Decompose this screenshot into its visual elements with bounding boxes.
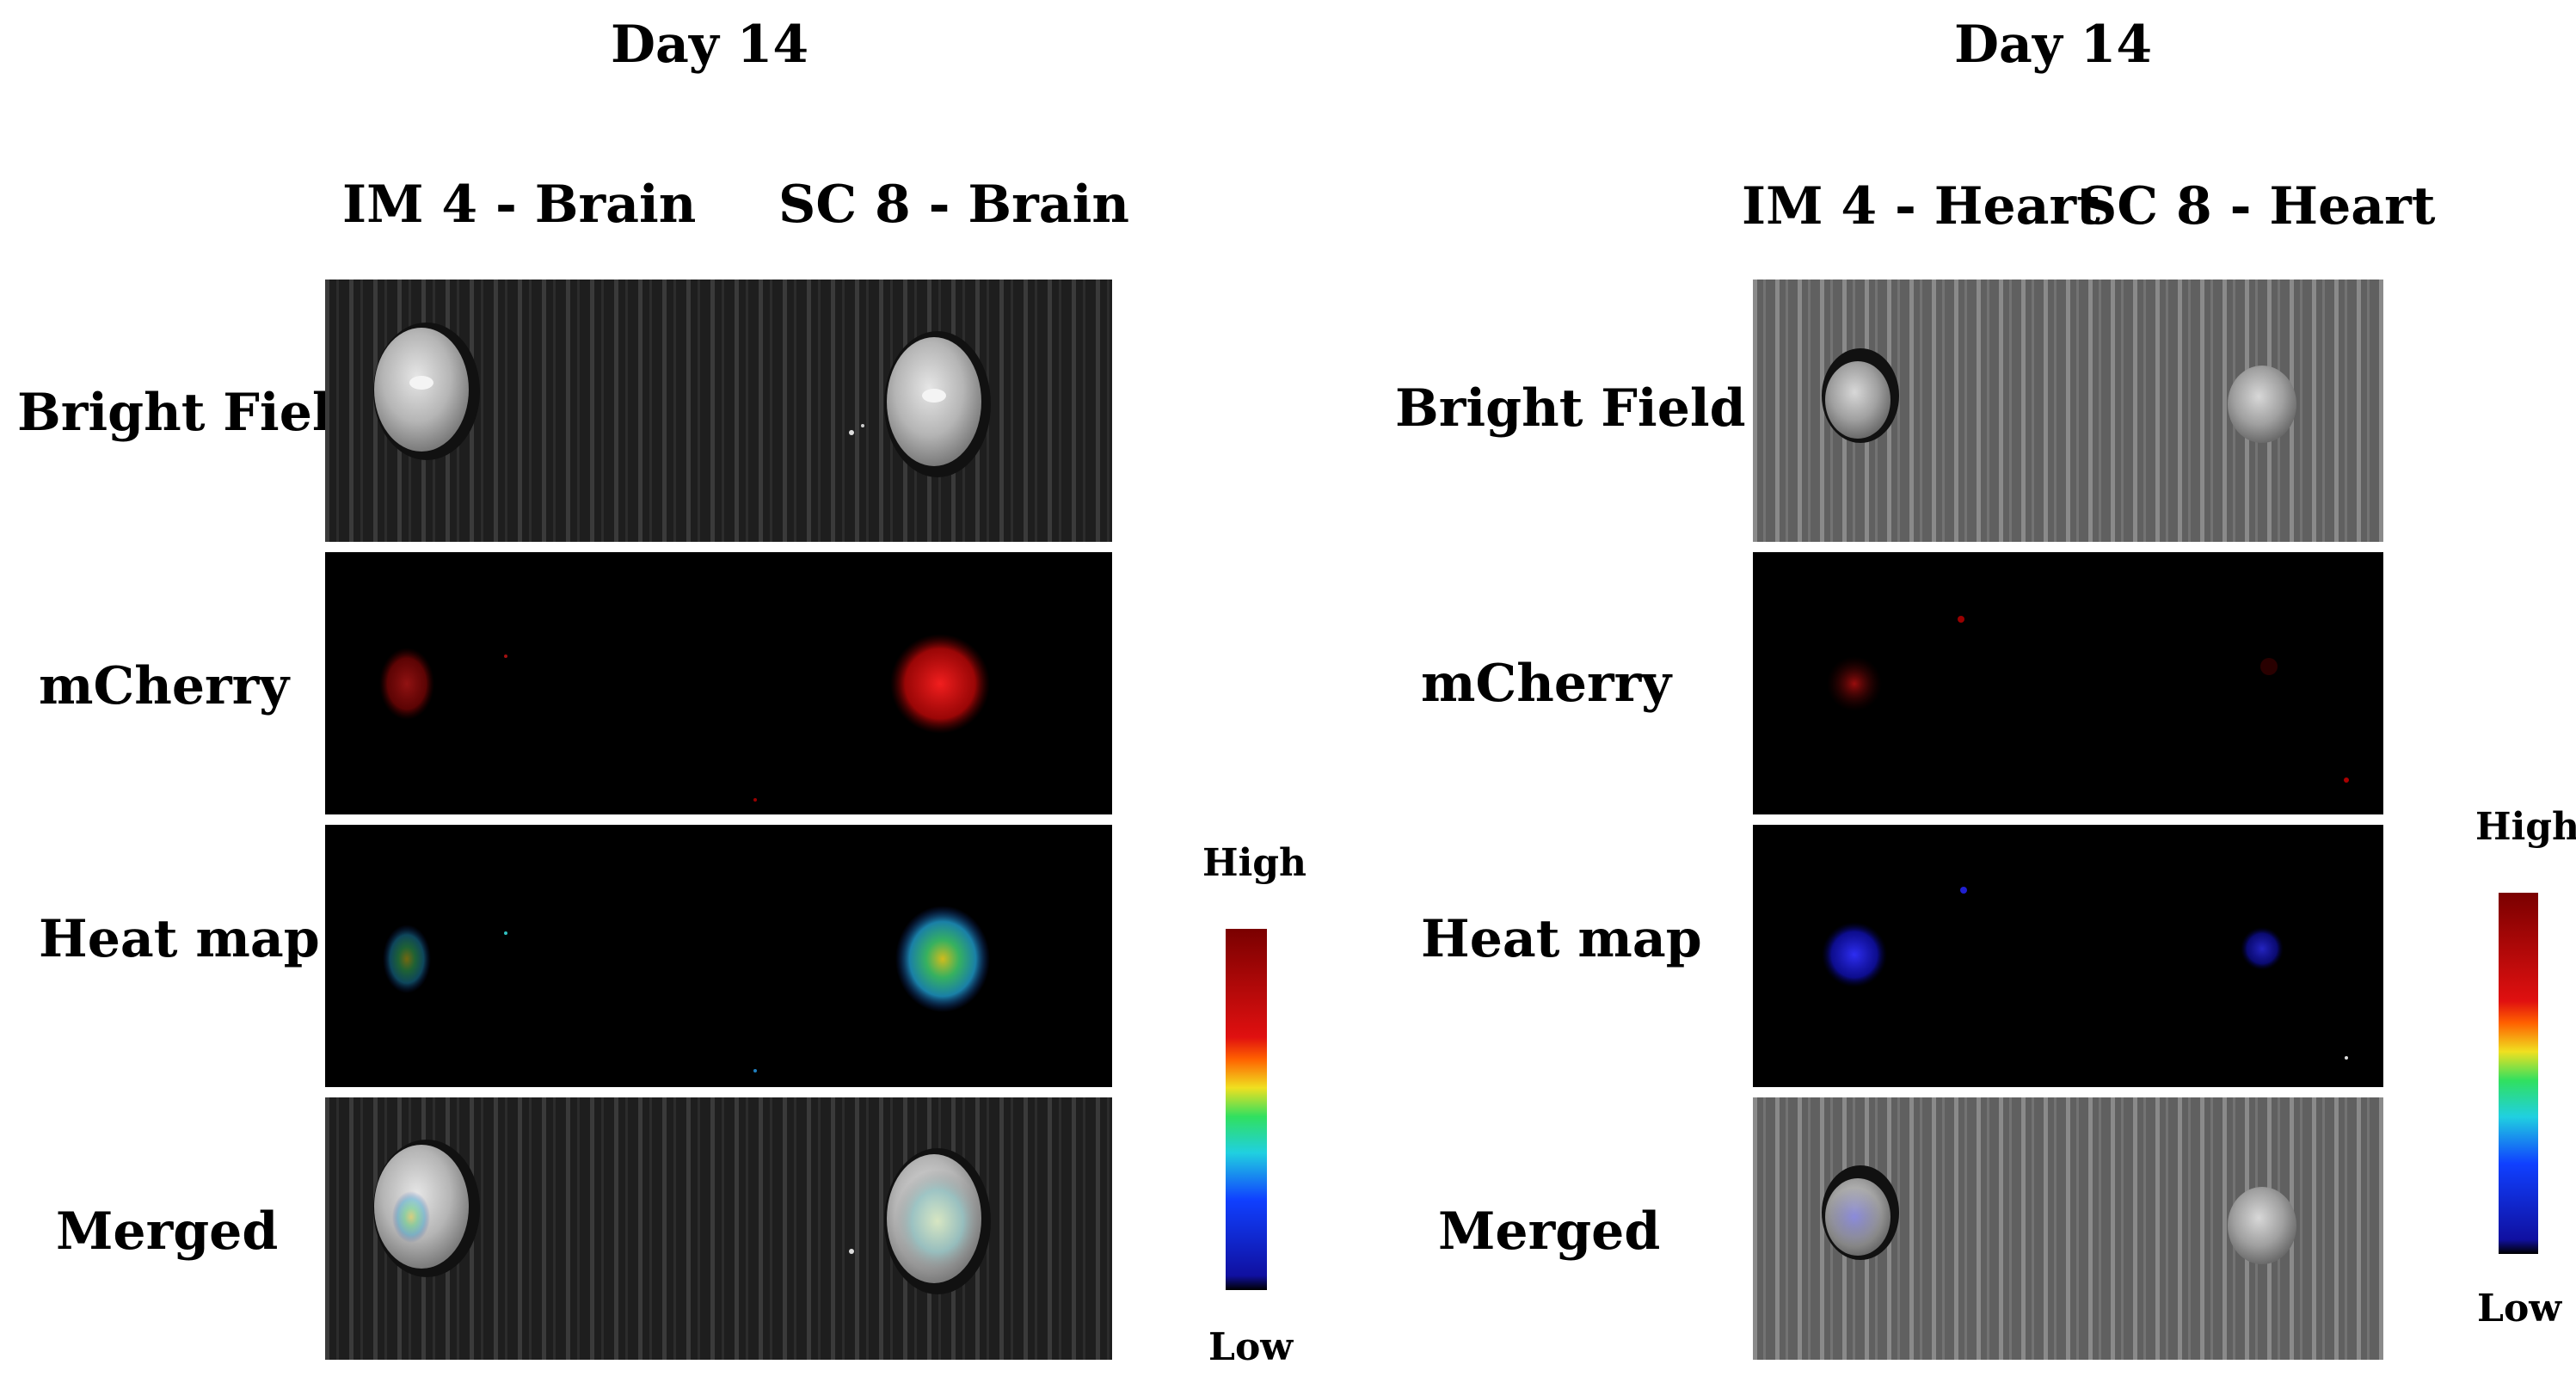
left-scale-high-label: High (1202, 841, 1307, 885)
right-panel-title: Day 14 (1954, 15, 2153, 75)
right-column-label-im4-heart: IM 4 - Heart (1742, 176, 2100, 237)
right-column-label-sc8-heart: SC 8 - Heart (2080, 176, 2436, 237)
right-row-label-merged: Merged (1438, 1201, 1661, 1262)
right-image-stack (1753, 280, 2383, 1360)
right-mcherry-image (1753, 552, 2383, 814)
left-row-label-bright-field: Bright Field (17, 383, 368, 443)
left-mcherry-image (325, 552, 1112, 814)
right-scale-high-label: High (2475, 805, 2576, 849)
left-row-label-heat-map: Heat map (39, 909, 320, 969)
left-column-label-sc8-brain: SC 8 - Brain (778, 175, 1130, 235)
right-heat-map-image (1753, 825, 2383, 1087)
left-heat-map-image (325, 825, 1112, 1087)
left-scale-low-label: Low (1208, 1325, 1294, 1369)
right-row-label-mcherry: mCherry (1421, 654, 1672, 714)
left-bright-field-image (325, 280, 1112, 542)
right-color-scale-bar (2499, 893, 2538, 1254)
right-row-label-bright-field: Bright Field (1395, 378, 1746, 439)
left-merged-image (325, 1097, 1112, 1360)
right-merged-image (1753, 1097, 2383, 1360)
right-row-label-heat-map: Heat map (1421, 909, 1702, 969)
right-scale-low-label: Low (2477, 1287, 2562, 1330)
left-row-label-merged: Merged (56, 1201, 279, 1262)
right-bright-field-image (1753, 280, 2383, 542)
left-row-label-mcherry: mCherry (39, 656, 290, 716)
left-image-stack (325, 280, 1112, 1360)
left-panel-title: Day 14 (611, 15, 809, 75)
left-column-label-im4-brain: IM 4 - Brain (342, 175, 697, 235)
left-color-scale-bar (1226, 929, 1267, 1290)
